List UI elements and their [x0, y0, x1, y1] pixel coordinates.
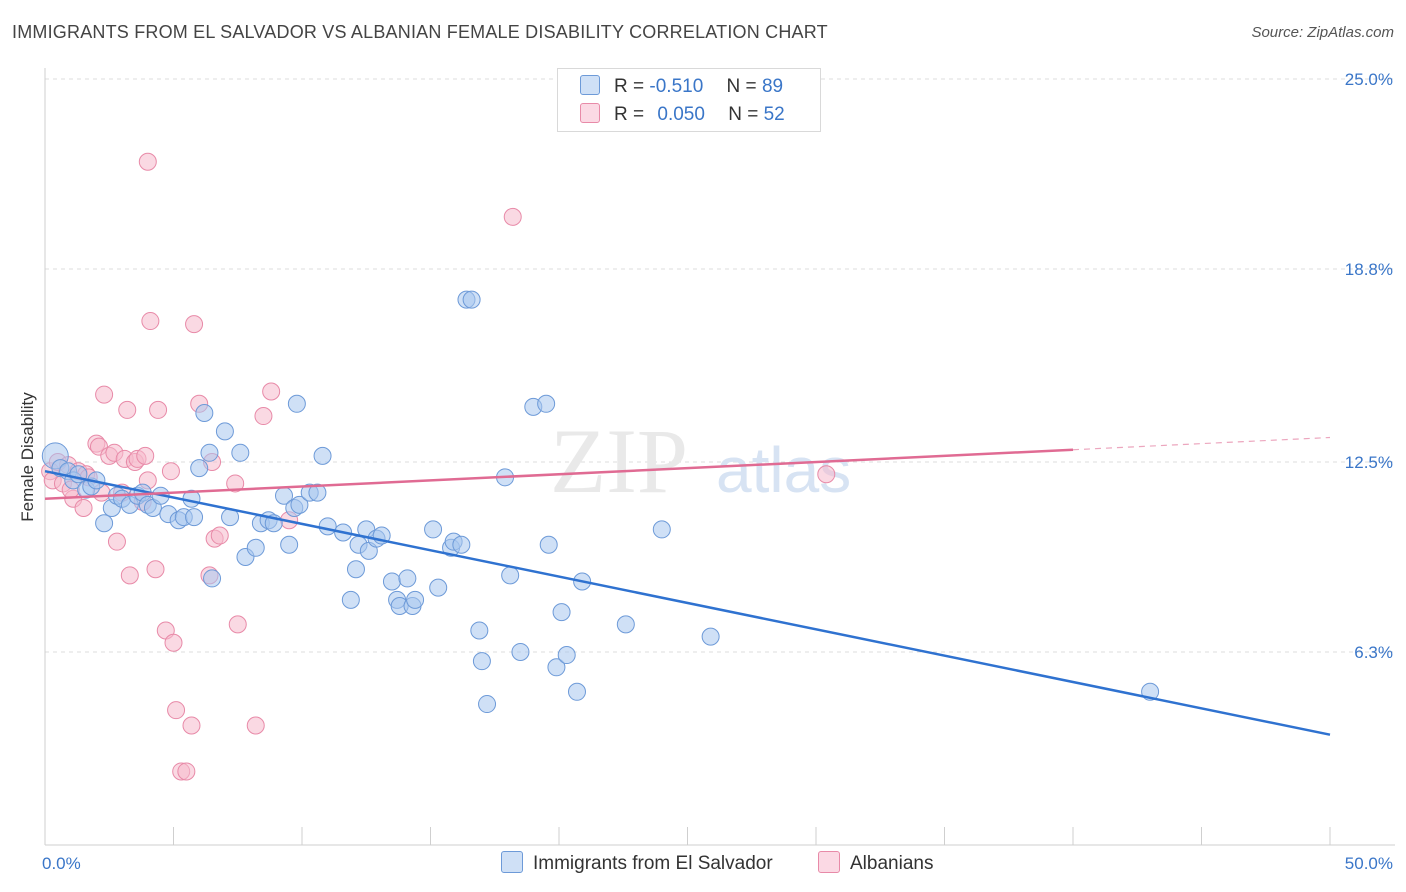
el-salvador-point: [290, 495, 309, 514]
legend-item-albanians[interactable]: Albanians: [818, 851, 933, 875]
grid-lines: [45, 78, 1395, 653]
el-salvador-point: [406, 590, 425, 609]
pink-swatch: [818, 851, 840, 873]
el-salvador-point: [190, 459, 209, 478]
albanians-point: [177, 762, 196, 781]
el-salvador-point: [346, 560, 365, 579]
el-salvador-point: [472, 652, 491, 671]
el-salvador-point: [462, 290, 481, 309]
el-salvador-point: [203, 569, 222, 588]
el-salvador-point: [557, 646, 576, 665]
el-salvador-point: [318, 517, 337, 536]
albanians-point: [138, 152, 157, 171]
legend-item-el-salvador[interactable]: Immigrants from El Salvador: [501, 851, 773, 875]
albanians-point: [118, 400, 137, 419]
albanians-point: [185, 315, 204, 334]
albanians-point: [503, 207, 522, 226]
n-value-el-salvador: 89: [761, 76, 784, 97]
el-salvador-point: [567, 682, 586, 701]
el-salvador-point: [547, 658, 566, 677]
el-salvador-point: [429, 578, 448, 597]
el-salvador-points: [41, 290, 1160, 714]
albanians-point: [141, 312, 160, 331]
n-value-albanians: 52: [763, 104, 785, 125]
el-salvador-point: [195, 403, 214, 422]
chart-title: IMMIGRANTS FROM EL SALVADOR VS ALBANIAN …: [12, 22, 828, 42]
albanians-point: [167, 701, 186, 720]
el-salvador-point: [616, 615, 635, 634]
legend-row-el-salvador: R = -0.510 N = 89: [580, 75, 783, 99]
r-value-el-salvador: -0.510: [649, 76, 704, 97]
el-salvador-point: [308, 483, 327, 502]
el-salvador-point: [452, 535, 471, 554]
albanians-point: [164, 633, 183, 652]
albanians-point: [120, 566, 139, 585]
albanians-trend-line: [44, 448, 1074, 501]
el-salvador-point: [552, 603, 571, 622]
el-salvador-point: [501, 566, 520, 585]
y-tick-label: 25.0%: [1345, 70, 1393, 89]
albanians-point: [817, 465, 836, 484]
albanians-point: [182, 716, 201, 735]
el-salvador-point: [398, 569, 417, 588]
albanians-point: [149, 400, 168, 419]
el-salvador-point: [478, 695, 497, 714]
albanians-point: [226, 474, 245, 493]
el-salvador-point: [382, 572, 401, 591]
el-salvador-point: [200, 443, 219, 462]
el-salvador-point: [287, 394, 306, 413]
el-salvador-trend-line: [44, 469, 1331, 736]
albanians-point: [107, 532, 126, 551]
tick-labels: 6.3% 12.5% 18.8% 25.0% 0.0% 50.0%: [42, 70, 1393, 873]
el-salvador-point: [424, 520, 443, 539]
pink-swatch: [580, 103, 600, 123]
albanians-point: [254, 407, 273, 426]
x-tick-label: 0.0%: [42, 854, 81, 873]
source-credit: Source: ZipAtlas.com: [1251, 24, 1394, 41]
blue-swatch: [501, 851, 523, 873]
albanians-trend-extension: [1072, 436, 1331, 451]
albanians-point: [136, 446, 155, 465]
el-salvador-point: [537, 394, 556, 413]
y-tick-label: 6.3%: [1354, 643, 1393, 662]
stats-legend: R = -0.510 N = 89 R = 0.050 N = 52: [557, 68, 821, 132]
el-salvador-point: [95, 514, 114, 533]
el-salvador-point: [185, 508, 204, 527]
albanians-point: [262, 382, 281, 401]
el-salvador-point: [701, 627, 720, 646]
el-salvador-point: [341, 590, 360, 609]
watermark-zip: ZIP: [550, 410, 688, 512]
el-salvador-point: [652, 520, 671, 539]
el-salvador-point: [313, 446, 332, 465]
albanians-point: [228, 615, 247, 634]
el-salvador-point: [246, 538, 265, 557]
albanians-point: [146, 560, 165, 579]
x-tick-label: 50.0%: [1345, 854, 1393, 873]
legend-row-albanians: R = 0.050 N = 52: [580, 103, 785, 127]
trend-lines: [44, 436, 1331, 736]
albanians-point: [74, 498, 93, 517]
el-salvador-point: [539, 535, 558, 554]
el-salvador-point: [280, 535, 299, 554]
el-salvador-point: [470, 621, 489, 640]
albanians-point: [246, 716, 265, 735]
el-salvador-point: [231, 443, 250, 462]
el-salvador-point: [215, 422, 234, 441]
albanians-point: [161, 462, 180, 481]
y-tick-label: 18.8%: [1345, 260, 1393, 279]
albanians-point: [210, 526, 229, 545]
blue-swatch: [580, 75, 600, 95]
y-axis-label: Female Disability: [18, 392, 37, 522]
el-salvador-point: [511, 642, 530, 661]
albanians-point: [95, 385, 114, 404]
y-tick-label: 12.5%: [1345, 453, 1393, 472]
r-value-albanians: 0.050: [657, 104, 705, 125]
